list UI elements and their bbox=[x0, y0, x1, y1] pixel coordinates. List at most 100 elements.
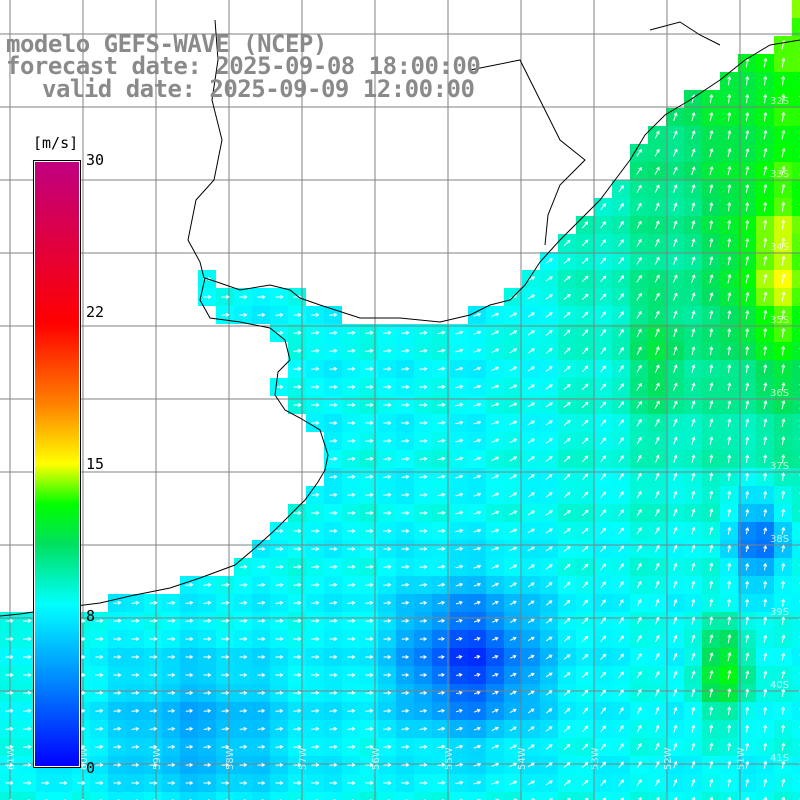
wind-arrow bbox=[167, 708, 176, 713]
wind-arrow bbox=[691, 382, 696, 391]
wind-arrow bbox=[691, 616, 696, 625]
wind-arrow bbox=[311, 600, 320, 605]
wind-speed-cell bbox=[558, 792, 576, 800]
wind-arrow bbox=[383, 456, 392, 461]
wind-speed-cell bbox=[738, 792, 756, 800]
wind-arrow bbox=[473, 744, 482, 749]
wind-arrow bbox=[618, 509, 624, 517]
wind-arrow bbox=[293, 618, 302, 623]
wind-arrow bbox=[636, 454, 642, 463]
wind-arrow bbox=[95, 780, 104, 786]
wind-arrow bbox=[600, 689, 606, 697]
wind-arrow bbox=[545, 294, 553, 300]
wind-arrow bbox=[727, 111, 732, 122]
wind-arrow bbox=[545, 672, 553, 678]
wind-arrow bbox=[781, 598, 786, 607]
wind-speed-cell bbox=[144, 792, 162, 800]
wind-arrow bbox=[365, 330, 374, 335]
wind-arrow bbox=[347, 474, 356, 479]
wind-arrow bbox=[618, 239, 624, 247]
wind-speed-cell bbox=[702, 792, 720, 800]
wind-arrow bbox=[474, 654, 481, 659]
wind-arrow bbox=[221, 600, 230, 605]
wind-arrow bbox=[509, 528, 518, 533]
wind-arrow bbox=[275, 618, 284, 623]
wind-arrow bbox=[727, 760, 732, 769]
wind-arrow bbox=[401, 564, 410, 569]
wind-arrow bbox=[527, 276, 536, 282]
wind-arrow bbox=[185, 762, 194, 768]
wind-arrow bbox=[23, 654, 32, 660]
wind-arrow bbox=[509, 420, 518, 425]
wind-arrow bbox=[600, 311, 607, 319]
wind-arrow bbox=[582, 743, 589, 751]
wind-arrow bbox=[672, 166, 678, 175]
wind-arrow bbox=[257, 654, 266, 660]
wind-arrow bbox=[365, 600, 374, 605]
wind-arrow bbox=[763, 616, 768, 625]
wind-arrow bbox=[636, 472, 642, 481]
wind-arrow bbox=[473, 402, 482, 407]
wind-arrow bbox=[131, 726, 140, 731]
wind-arrow bbox=[763, 165, 768, 176]
wind-arrow bbox=[383, 726, 392, 731]
wind-arrow bbox=[691, 328, 696, 338]
wind-arrow bbox=[763, 598, 768, 607]
wind-arrow bbox=[691, 742, 696, 751]
wind-arrow bbox=[527, 564, 535, 570]
wind-arrow bbox=[473, 330, 482, 335]
wind-arrow bbox=[545, 474, 553, 480]
wind-arrow bbox=[23, 726, 32, 731]
wind-arrow bbox=[131, 672, 140, 678]
wind-arrow bbox=[419, 438, 428, 443]
wind-arrow bbox=[673, 544, 678, 553]
wind-arrow bbox=[257, 726, 266, 731]
wind-speed-cell bbox=[792, 414, 800, 432]
wind-arrow bbox=[727, 778, 732, 787]
wind-arrow bbox=[437, 780, 446, 785]
wind-arrow bbox=[347, 690, 356, 695]
wind-arrow bbox=[329, 582, 338, 587]
wind-arrow bbox=[691, 274, 696, 283]
wind-arrow bbox=[275, 636, 284, 642]
wind-arrow bbox=[709, 346, 714, 356]
wind-arrow bbox=[727, 633, 732, 644]
wind-arrow bbox=[113, 690, 122, 695]
wind-speed-cell bbox=[594, 792, 612, 800]
wind-arrow bbox=[509, 348, 518, 354]
wind-arrow bbox=[167, 762, 176, 768]
wind-speed-cell bbox=[792, 702, 800, 720]
wind-arrow bbox=[365, 564, 374, 569]
wind-arrow bbox=[563, 420, 571, 426]
wind-speed-cell bbox=[792, 306, 800, 324]
wind-arrow bbox=[781, 688, 786, 697]
wind-arrow bbox=[636, 545, 642, 553]
longitude-label: 54W bbox=[517, 747, 528, 770]
wind-arrow bbox=[600, 653, 607, 660]
wind-arrow bbox=[691, 130, 696, 140]
wind-arrow bbox=[383, 744, 392, 749]
wind-arrow bbox=[419, 600, 428, 605]
wind-arrow bbox=[149, 744, 158, 749]
wind-arrow bbox=[763, 490, 768, 499]
wind-speed-cell bbox=[792, 0, 800, 18]
wind-arrow bbox=[491, 564, 500, 569]
wind-arrow bbox=[275, 690, 284, 695]
wind-arrow bbox=[654, 688, 660, 697]
wind-arrow bbox=[5, 618, 14, 623]
wind-arrow bbox=[781, 237, 786, 248]
wind-arrow bbox=[745, 273, 750, 284]
wind-arrow bbox=[654, 364, 660, 374]
wind-arrow bbox=[763, 93, 768, 104]
wind-arrow bbox=[473, 780, 482, 785]
wind-arrow bbox=[618, 581, 624, 589]
wind-arrow bbox=[709, 670, 714, 680]
wind-arrow bbox=[311, 672, 320, 678]
wind-arrow bbox=[23, 672, 32, 678]
wind-arrow bbox=[311, 528, 320, 534]
wind-arrow bbox=[545, 330, 553, 336]
wind-arrow bbox=[545, 420, 553, 426]
wind-arrow bbox=[618, 202, 624, 211]
wind-arrow bbox=[473, 438, 482, 443]
